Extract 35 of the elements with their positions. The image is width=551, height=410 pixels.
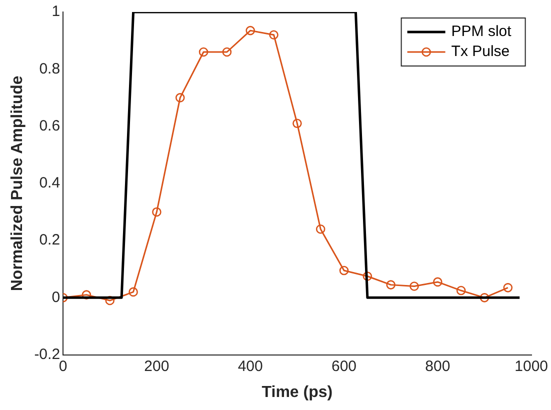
legend-label: Tx Pulse <box>451 43 510 60</box>
y-tick-label: 0.4 <box>39 174 60 192</box>
point <box>222 47 232 57</box>
x-tick-label: 600 <box>331 358 357 375</box>
point <box>292 118 302 128</box>
point <box>198 47 208 57</box>
point <box>410 282 419 291</box>
point <box>503 283 513 292</box>
y-axis-title: Normalized Pulse Amplitude <box>9 76 26 292</box>
point <box>456 286 466 296</box>
point <box>269 30 278 40</box>
x-tick-label: 400 <box>238 358 263 375</box>
y-tick-label: 0.2 <box>39 232 60 249</box>
point <box>339 266 349 276</box>
point <box>246 26 256 36</box>
point <box>480 293 490 302</box>
point <box>386 280 396 290</box>
y-tick-label: 1 <box>52 3 60 20</box>
point <box>433 277 442 287</box>
x-axis-title: Time (ps) <box>262 384 333 401</box>
point <box>316 224 326 234</box>
point <box>105 296 115 306</box>
y-tick-label: 0 <box>52 288 60 306</box>
point <box>152 207 162 217</box>
x-tick-label: 1000 <box>514 358 548 375</box>
point <box>82 290 92 300</box>
legend-label: PPM slot <box>451 23 512 40</box>
point <box>128 287 138 297</box>
point <box>175 93 185 102</box>
point <box>362 272 372 281</box>
x-tick-label: 200 <box>144 358 170 375</box>
y-tick-label: 0.6 <box>39 117 60 134</box>
y-tick-label: 0.8 <box>39 60 60 78</box>
y-tick-label: -0.2 <box>34 346 60 363</box>
x-tick-label: 800 <box>425 358 450 375</box>
